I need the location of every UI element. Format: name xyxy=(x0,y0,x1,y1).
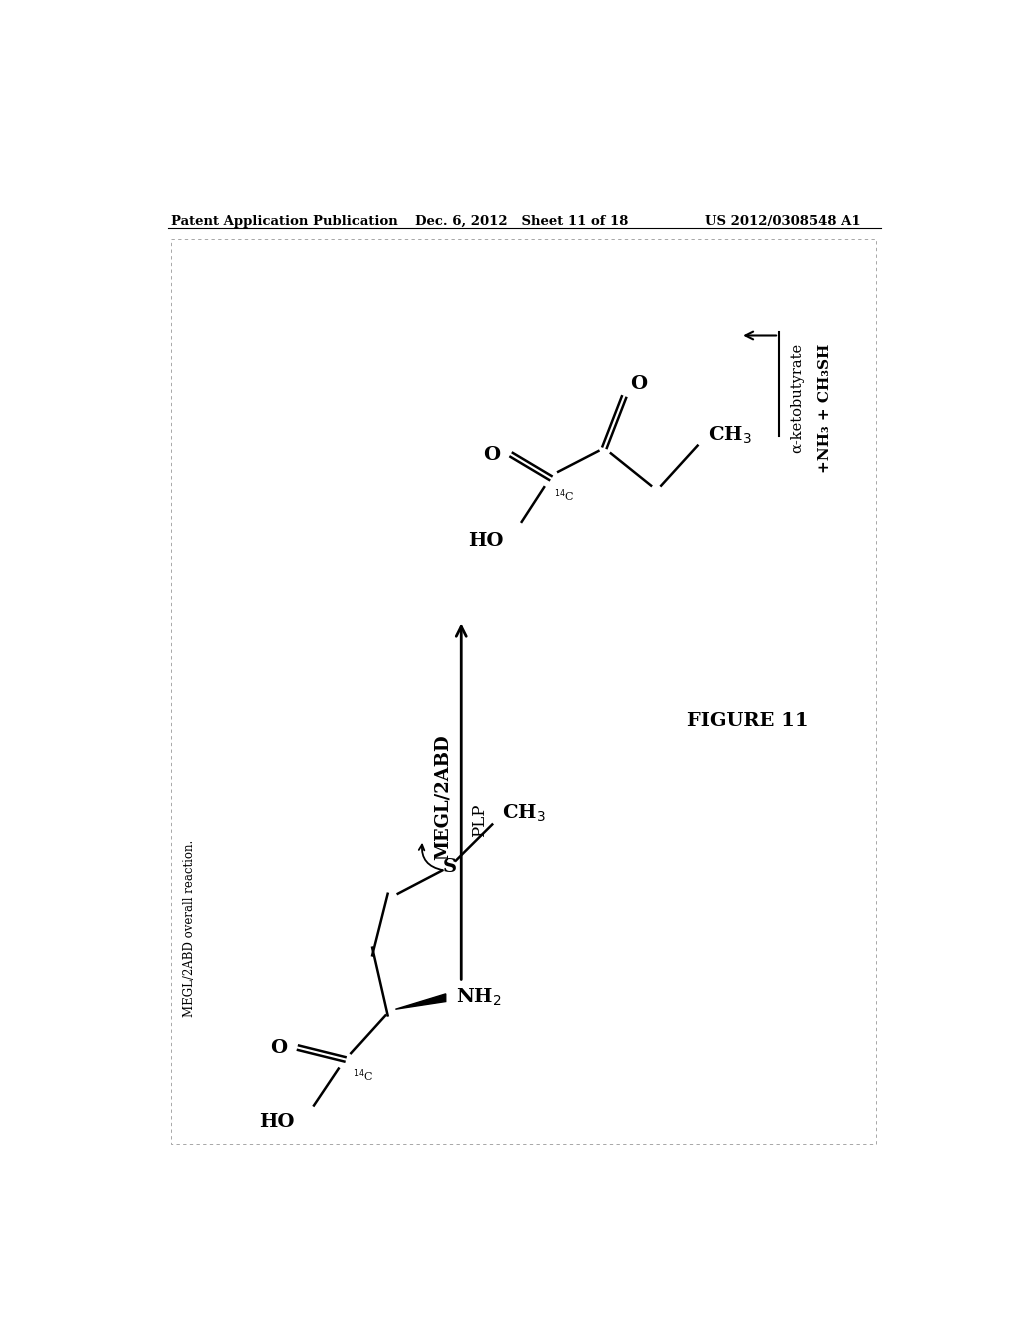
Text: CH$_3$: CH$_3$ xyxy=(708,425,752,446)
Text: $^{14}$C: $^{14}$C xyxy=(352,1067,373,1084)
Text: O: O xyxy=(483,446,500,463)
Text: HO: HO xyxy=(468,532,504,550)
Text: MEGL/2ABD overall reaction.: MEGL/2ABD overall reaction. xyxy=(183,840,197,1016)
Text: O: O xyxy=(269,1039,287,1057)
Text: HO: HO xyxy=(259,1113,295,1131)
Text: Dec. 6, 2012   Sheet 11 of 18: Dec. 6, 2012 Sheet 11 of 18 xyxy=(415,215,628,227)
Polygon shape xyxy=(395,994,445,1010)
Text: MEGL/2ABD: MEGL/2ABD xyxy=(434,735,452,861)
Text: $^{14}$C: $^{14}$C xyxy=(554,487,574,504)
Text: Patent Application Publication: Patent Application Publication xyxy=(171,215,397,227)
Text: S: S xyxy=(442,858,457,875)
Text: US 2012/0308548 A1: US 2012/0308548 A1 xyxy=(706,215,861,227)
Text: O: O xyxy=(630,375,647,393)
Text: FIGURE 11: FIGURE 11 xyxy=(687,711,809,730)
Text: CH$_3$: CH$_3$ xyxy=(503,803,546,824)
Text: α-ketobutyrate: α-ketobutyrate xyxy=(791,343,805,453)
Text: NH$_2$: NH$_2$ xyxy=(456,987,502,1008)
Text: PLP: PLP xyxy=(471,804,487,837)
Bar xyxy=(171,239,876,1144)
Text: +NH₃ + CH₃SH: +NH₃ + CH₃SH xyxy=(818,343,831,473)
